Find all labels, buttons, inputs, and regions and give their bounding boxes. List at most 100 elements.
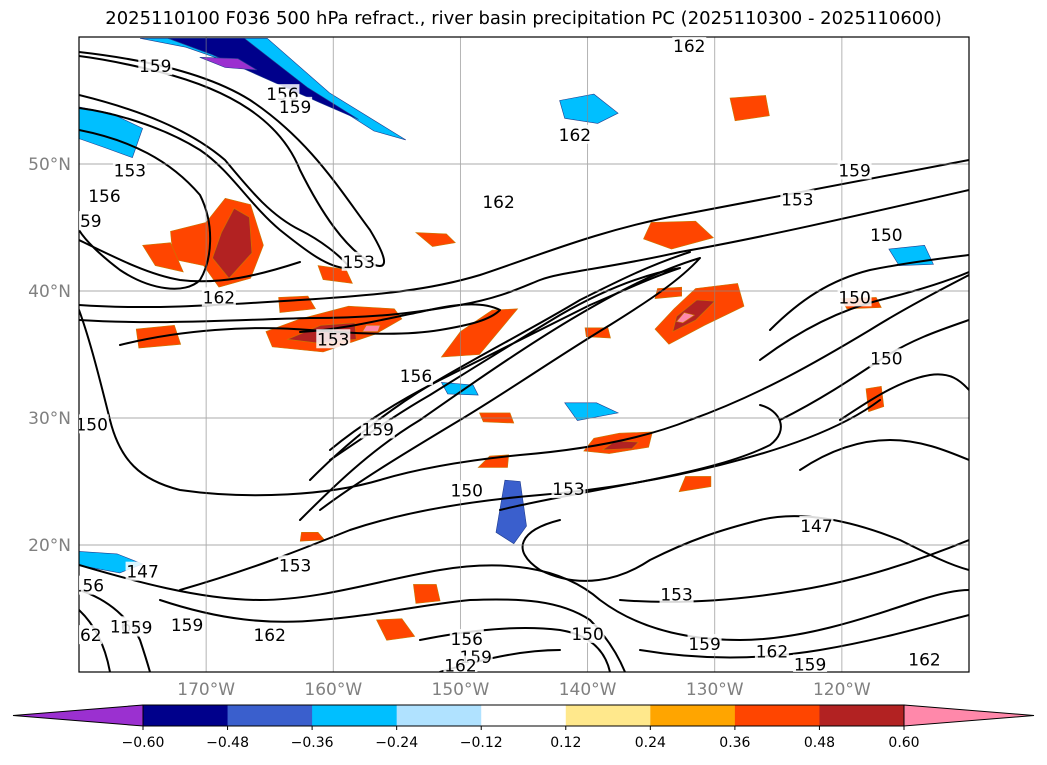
negative-precip-region	[559, 93, 619, 124]
contour-label: 159	[69, 212, 101, 232]
colorbar-bin	[143, 705, 229, 726]
contour-label-backdrop	[687, 634, 722, 654]
positive-precip-region	[299, 531, 326, 542]
contour-label: 147	[126, 563, 158, 583]
contour-label: 153	[279, 556, 311, 576]
contour-line	[521, 515, 969, 582]
colorbar-bin	[481, 705, 567, 726]
contour-label: 150	[838, 288, 870, 308]
y-tick-label: 50°N	[28, 155, 71, 175]
contour-label-backdrop	[837, 160, 872, 180]
contour-label-backdrop	[907, 649, 942, 669]
contour-label: 162	[69, 626, 101, 646]
map-frame	[78, 36, 970, 673]
colorbar-bin	[734, 705, 820, 726]
contour-line	[839, 373, 969, 421]
contour-label: 162	[482, 193, 514, 213]
contour-label-backdrop	[793, 654, 828, 672]
contour-label-backdrop	[449, 480, 484, 500]
contour-label-backdrop	[780, 189, 815, 209]
contour-label: 159	[838, 161, 870, 181]
colorbar-tick-label: 0.36	[719, 735, 750, 751]
colorbar-outline	[142, 704, 905, 727]
x-tick-label: 120°W	[813, 680, 871, 700]
x-tick-label: 130°W	[686, 680, 744, 700]
contour-label-backdrop	[799, 515, 834, 535]
contour-label: 159	[171, 616, 203, 636]
contour-label-backdrop	[551, 479, 586, 499]
contour-labels: 159 156 159 153 156 159 162 153 162 153 156 159 150 1…	[69, 37, 942, 677]
colorbar-extend-high	[903, 704, 1035, 727]
contour-label-backdrop	[443, 655, 478, 672]
colorbar-tick-label: 0.12	[550, 735, 581, 751]
contour-line	[79, 189, 969, 324]
contour-label: 162	[203, 288, 235, 308]
contour-label-backdrop	[201, 287, 236, 307]
positive-precip-region	[440, 308, 519, 358]
contour-label-backdrop	[79, 414, 109, 434]
contour-label: 162	[253, 626, 285, 646]
map-gridlines	[79, 37, 969, 672]
contour-label: 159	[139, 57, 171, 77]
contour-label-backdrop	[449, 628, 484, 648]
contour-label-backdrop	[79, 211, 103, 231]
contour-label-backdrop	[278, 96, 313, 116]
contour-label: 156	[72, 577, 104, 597]
x-tick-label: 170°W	[177, 680, 235, 700]
x-tick-label: 160°W	[304, 680, 362, 700]
contour-label: 153	[317, 330, 349, 350]
contour-label-backdrop	[869, 348, 904, 368]
contour-line	[759, 271, 969, 361]
contour-label: 162	[559, 126, 591, 146]
contour-line	[79, 589, 151, 672]
contour-label-backdrop	[360, 419, 395, 439]
colorbar-tick-label: 0.48	[804, 735, 835, 751]
contour-line	[79, 564, 969, 641]
contour-label: 150	[870, 226, 902, 246]
y-tick-label: 40°N	[28, 282, 71, 302]
colorbar-tick-label: −0.48	[206, 735, 249, 751]
contour-label: 162	[908, 650, 940, 670]
colorbar: −0.60 −0.48 −0.36 −0.24 −0.12 0.12 0.24 0.36 0.4…	[12, 704, 1035, 751]
contour-label-backdrop	[557, 124, 592, 144]
contour-label-backdrop	[869, 225, 904, 245]
contour-label-backdrop	[341, 251, 376, 271]
positive-precip-region	[676, 312, 696, 324]
contour-label-backdrop	[79, 625, 103, 645]
contour-line	[329, 267, 681, 461]
contour-line	[639, 614, 969, 659]
contour-label: 153	[342, 253, 374, 273]
contour-line	[179, 399, 881, 591]
colorbar-extend-low	[12, 704, 144, 727]
contour-label-backdrop	[672, 37, 707, 55]
contour-label: 150	[571, 625, 603, 645]
contour-label: 150	[870, 349, 902, 369]
contour-label: 150	[451, 481, 483, 501]
positive-precip-region	[601, 440, 640, 451]
positive-precip-region	[729, 95, 770, 122]
contour-label: 156	[400, 367, 432, 387]
contour-label-backdrop	[659, 584, 694, 604]
contour-label: 162	[444, 657, 476, 677]
x-tick-label: 140°W	[559, 680, 617, 700]
contour-label-backdrop	[170, 615, 205, 635]
contour-label-backdrop	[570, 623, 605, 643]
contour-label: 150	[75, 415, 107, 435]
contour-label-backdrop	[79, 575, 105, 595]
contour-label: 156	[88, 187, 120, 207]
colorbar-bin	[650, 705, 736, 726]
positive-precip-region	[643, 220, 715, 250]
contour-label: 159	[688, 635, 720, 655]
contour-label-backdrop	[316, 329, 351, 349]
positive-precip-region	[678, 476, 712, 493]
positive-precip-region	[865, 385, 885, 413]
contour-label-backdrop	[278, 555, 313, 575]
colorbar-tick-label: 0.60	[888, 735, 919, 751]
y-tick-label: 20°N	[28, 536, 71, 556]
contour-label-backdrop	[754, 641, 789, 661]
positive-precip-region	[142, 242, 184, 273]
positive-precip-region	[361, 324, 381, 332]
contour-label: 153	[114, 161, 146, 181]
negative-precip-region	[199, 57, 258, 71]
